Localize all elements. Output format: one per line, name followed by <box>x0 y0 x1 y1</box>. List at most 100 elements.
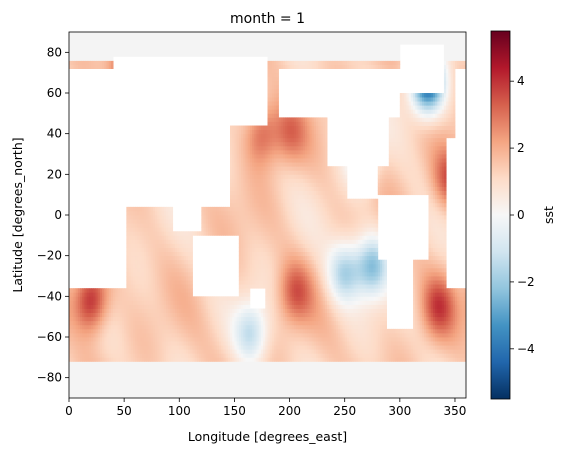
heatmap-cell <box>95 320 99 326</box>
heatmap-cell <box>448 328 451 334</box>
heatmap-cell <box>368 357 372 362</box>
heatmap-cell <box>269 349 273 354</box>
heatmap-cell <box>84 324 88 330</box>
heatmap-cell <box>97 393 101 398</box>
heatmap-cell <box>185 389 189 395</box>
heatmap-cell <box>391 345 394 350</box>
heatmap-cell <box>241 369 244 374</box>
heatmap-cell <box>236 337 240 342</box>
heatmap-cell <box>152 324 156 330</box>
heatmap-cell <box>137 357 140 362</box>
heatmap-cell <box>309 393 313 398</box>
heatmap-cell <box>448 369 451 374</box>
heatmap-cell <box>304 381 308 387</box>
heatmap-cell <box>245 349 249 354</box>
heatmap-cell <box>234 381 238 387</box>
heatmap-cell <box>110 345 114 350</box>
heatmap-cell <box>88 385 92 391</box>
heatmap-cell <box>190 284 193 289</box>
heatmap-cell <box>75 337 79 342</box>
heatmap-cell <box>340 385 343 391</box>
heatmap-cell <box>353 353 357 358</box>
heatmap-cell <box>254 365 257 370</box>
heatmap-cell <box>371 349 374 354</box>
heatmap-cell <box>163 361 167 366</box>
heatmap-cell <box>406 393 410 398</box>
heatmap-cell <box>360 324 363 330</box>
heatmap-cell <box>384 292 387 297</box>
heatmap-cell <box>132 337 136 342</box>
heatmap-cell <box>368 369 372 374</box>
heatmap-cell <box>437 328 440 334</box>
heatmap-cell <box>183 381 187 387</box>
heatmap-cell <box>399 361 403 366</box>
heatmap-cell <box>108 324 112 330</box>
heatmap-cell <box>417 349 421 354</box>
heatmap-cell <box>437 353 440 358</box>
heatmap-cell <box>318 389 321 395</box>
heatmap-cell <box>141 389 145 395</box>
heatmap-cell <box>404 332 407 338</box>
heatmap-cell <box>82 361 85 366</box>
heatmap-cell <box>137 361 140 366</box>
heatmap-cell <box>375 345 379 350</box>
heatmap-cell <box>437 345 440 350</box>
heatmap-cell <box>452 349 456 354</box>
heatmap-cell <box>256 369 260 374</box>
heatmap-cell <box>448 349 451 354</box>
heatmap-cell <box>249 365 253 370</box>
heatmap-cell <box>278 385 282 391</box>
heatmap-cell <box>377 345 381 350</box>
heatmap-cell <box>113 365 116 370</box>
heatmap-cell <box>130 373 134 379</box>
heatmap-cell <box>221 353 224 358</box>
heatmap-cell <box>69 369 72 374</box>
heatmap-cell <box>373 349 376 354</box>
heatmap-cell <box>159 373 163 379</box>
heatmap-cell <box>375 369 379 374</box>
heatmap-cell <box>426 377 429 383</box>
heatmap-cell <box>102 385 105 391</box>
heatmap-cell <box>379 361 383 366</box>
heatmap-cell <box>203 337 207 342</box>
heatmap-cell <box>163 373 167 379</box>
heatmap-cell <box>183 389 187 395</box>
heatmap-cell <box>124 377 127 383</box>
heatmap-cell <box>113 369 116 374</box>
heatmap-cell <box>413 341 416 346</box>
heatmap-cell <box>163 357 167 362</box>
heatmap-cell <box>424 337 427 342</box>
heatmap-cell <box>278 337 282 342</box>
heatmap-cell <box>441 393 445 398</box>
heatmap-cell <box>88 369 92 374</box>
heatmap-cell <box>232 353 235 358</box>
heatmap-cell <box>397 357 401 362</box>
heatmap-cell <box>355 328 359 334</box>
heatmap-cell <box>135 361 138 366</box>
heatmap-cell <box>395 345 399 350</box>
heatmap-cell <box>313 393 317 398</box>
heatmap-cell <box>110 393 114 398</box>
heatmap-cell <box>384 312 387 318</box>
heatmap-cell <box>298 324 301 330</box>
heatmap-cell <box>128 393 132 398</box>
heatmap-cell <box>172 328 176 334</box>
heatmap-cell <box>84 381 88 387</box>
heatmap-cell <box>260 328 264 334</box>
heatmap-cell <box>362 393 365 398</box>
heatmap-cell <box>446 349 449 354</box>
heatmap-cell <box>311 365 315 370</box>
heatmap-cell <box>99 332 103 338</box>
heatmap-cell <box>263 332 266 338</box>
heatmap-cell <box>282 377 286 383</box>
heatmap-cell <box>413 365 416 370</box>
heatmap-cell <box>302 345 306 350</box>
heatmap-cell <box>223 345 226 350</box>
heatmap-cell <box>448 353 451 358</box>
heatmap-cell <box>71 332 74 338</box>
heatmap-cell <box>203 357 207 362</box>
heatmap-cell <box>196 345 200 350</box>
heatmap-cell <box>437 349 440 354</box>
heatmap-cell <box>256 337 260 342</box>
